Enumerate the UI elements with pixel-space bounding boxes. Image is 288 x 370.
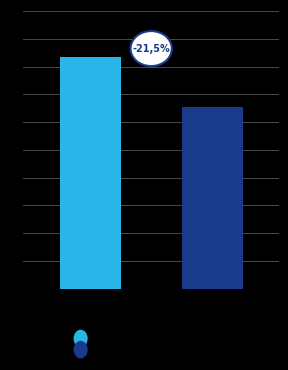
- Bar: [182, 107, 243, 289]
- Ellipse shape: [130, 31, 172, 66]
- Text: -21,5%: -21,5%: [132, 44, 170, 54]
- Bar: [60, 57, 121, 289]
